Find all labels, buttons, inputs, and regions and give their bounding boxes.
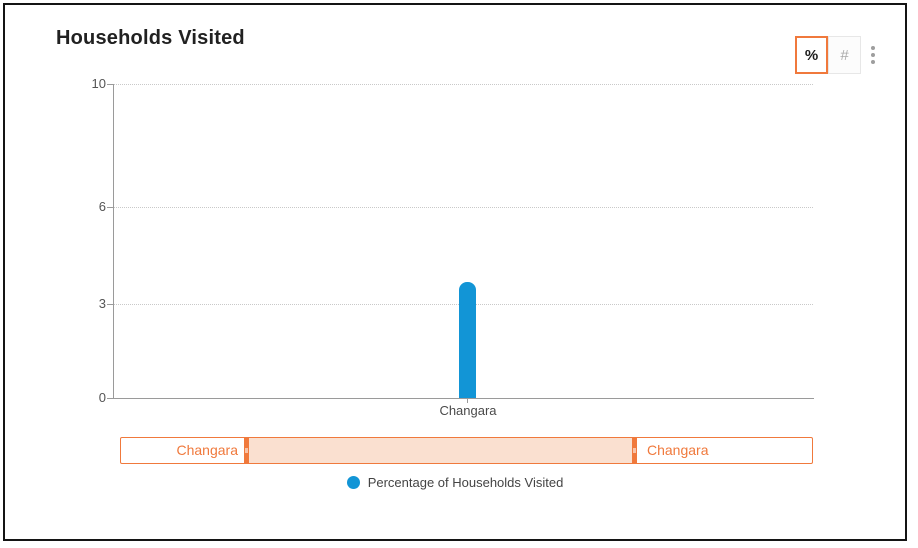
x-tick-label-changara: Changara <box>439 403 497 418</box>
y-tick <box>107 398 113 399</box>
legend-item[interactable]: Percentage of Households Visited <box>3 475 907 490</box>
gridline-6 <box>114 207 813 208</box>
range-slider-left-label: Changara <box>176 442 239 458</box>
x-axis <box>113 398 814 399</box>
x-tick <box>467 399 468 403</box>
legend-series-label: Percentage of Households Visited <box>367 475 564 490</box>
y-tick <box>107 207 113 208</box>
page-title: Households Visited <box>56 27 245 49</box>
range-slider-left-handle[interactable] <box>244 437 249 464</box>
y-tick <box>107 84 113 85</box>
bar-changara[interactable] <box>459 282 476 398</box>
y-axis <box>113 84 114 398</box>
percent-toggle-button[interactable]: % <box>795 36 828 74</box>
y-tick <box>107 304 113 305</box>
more-options-icon[interactable] <box>862 36 884 74</box>
y-tick-label: 10 <box>91 76 106 91</box>
number-toggle-button[interactable]: # <box>828 36 861 74</box>
range-slider-right-label: Changara <box>647 442 709 458</box>
range-slider-selection[interactable] <box>244 438 636 463</box>
y-tick-label: 0 <box>98 390 106 405</box>
range-slider-right-handle[interactable] <box>632 437 637 464</box>
legend-series-dot-icon <box>346 476 360 489</box>
y-tick-label: 6 <box>98 199 106 214</box>
gridline-10 <box>114 84 813 85</box>
y-tick-label: 3 <box>98 296 106 311</box>
